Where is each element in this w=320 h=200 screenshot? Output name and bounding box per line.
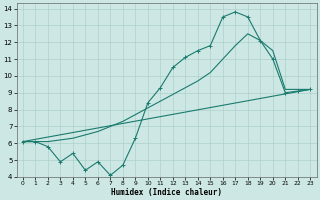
X-axis label: Humidex (Indice chaleur): Humidex (Indice chaleur): [111, 188, 222, 197]
